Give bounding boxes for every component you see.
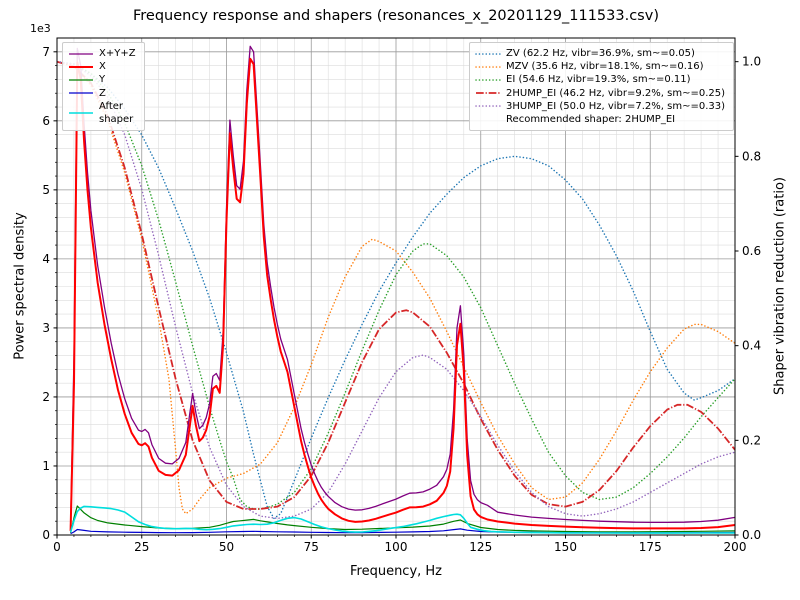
x-tick-label: 0 [53,540,61,554]
y2-axis-label: Shaper vibration reduction (ratio) [772,177,788,395]
legend-item-3hump-ei: 3HUMP_EI (50.0 Hz, vibr=7.2%, sm~=0.33) [475,100,725,113]
y-tick-label: 4 [42,252,50,266]
series-ei [57,60,735,510]
series-x [69,57,735,531]
y-axis-label: Power spectral density [12,212,28,360]
y2-tick-label: 0.0 [742,528,761,542]
psd-legend: X+Y+Z X Y Z After shaper [62,42,145,132]
x-tick-label: 100 [385,540,408,554]
legend-item-label: EI (54.6 Hz, vibr=19.3%, sm~=0.11) [506,74,691,86]
legend-item-ei: EI (54.6 Hz, vibr=19.3%, sm~=0.11) [475,73,725,86]
legend-item-label: X [99,61,106,73]
chart-title: Frequency response and shapers (resonanc… [133,8,659,24]
x-tick-label: 175 [639,540,662,554]
legend-item-recommended-shaper-2hump-ei: Recommended shaper: 2HUMP_EI [475,113,725,126]
x-tick-label: 125 [469,540,492,554]
x-tick-label: 75 [304,540,319,554]
series-x-y-z [69,45,735,527]
legend-swatch-y [69,79,93,81]
y-axis-offset-label: 1e3 [30,22,51,35]
y-tick-label: 2 [42,390,50,404]
series-2hump-ei [57,60,735,510]
x-axis-label: Frequency, Hz [349,564,443,579]
legend-item-label: Z [99,87,106,99]
legend-swatch-ei [475,79,501,81]
legend-item-label: 3HUMP_EI (50.0 Hz, vibr=7.2%, sm~=0.33) [506,100,725,112]
series-zv [57,60,735,520]
legend-swatch-z [69,92,93,94]
y-tick-label: 5 [42,183,50,197]
legend-item-x: X [68,60,136,73]
legend-swatch-x-y-z [69,52,93,55]
legend-item-after-shaper: After shaper [68,100,136,126]
legend-swatch-3hump-ei [475,105,501,108]
y-tick-label: 1 [42,459,50,473]
series-3hump-ei [57,60,735,520]
y2-tick-label: 0.8 [742,149,761,163]
x-tick-label: 25 [134,540,149,554]
legend-swatch-2hump-ei [476,92,501,95]
legend-item-z: Z [68,87,136,100]
legend-item-label: ZV (62.2 Hz, vibr=36.9%, sm~=0.05) [506,48,695,59]
legend-item-y: Y [68,73,136,86]
legend-swatch-mzv [475,66,501,68]
legend-swatch-zv [475,52,501,55]
x-tick-label: 50 [219,540,234,554]
legend-item-x-y-z: X+Y+Z [68,47,136,60]
legend-item-zv: ZV (62.2 Hz, vibr=36.9%, sm~=0.05) [475,47,725,60]
legend-item-mzv: MZV (35.6 Hz, vibr=18.1%, sm~=0.16) [475,60,725,73]
y-tick-label: 6 [42,114,50,128]
shaper-legend: ZV (62.2 Hz, vibr=36.9%, sm~=0.05) MZV (3… [469,42,734,132]
legend-item-label: X+Y+Z [99,48,136,59]
x-tick-label: 150 [554,540,577,554]
y2-tick-label: 0.4 [742,339,761,353]
y2-tick-label: 0.2 [742,433,761,447]
y-tick-label: 3 [42,321,50,335]
legend-swatch-after-shaper [69,112,93,114]
y2-tick-label: 1.0 [742,55,761,69]
legend-item-label: MZV (35.6 Hz, vibr=18.1%, sm~=0.16) [506,61,704,73]
legend-item-label: Y [99,74,106,86]
y-tick-label: 7 [42,45,50,59]
legend-item-label: Recommended shaper: 2HUMP_EI [506,113,676,125]
series-mzv [57,60,735,515]
y2-tick-label: 0.6 [742,244,761,258]
legend-swatch-spacer [475,115,501,125]
legend-item-label: 2HUMP_EI (46.2 Hz, vibr=9.2%, sm~=0.25) [506,87,725,99]
series-after-shaper [69,505,735,534]
legend-item-label: After shaper [99,100,134,125]
series-y [70,505,735,534]
y-tick-label: 0 [42,528,50,542]
x-tick-label: 200 [724,540,747,554]
legend-item-2hump-ei: 2HUMP_EI (46.2 Hz, vibr=9.2%, sm~=0.25) [475,87,725,100]
legend-swatch-x [69,65,93,68]
